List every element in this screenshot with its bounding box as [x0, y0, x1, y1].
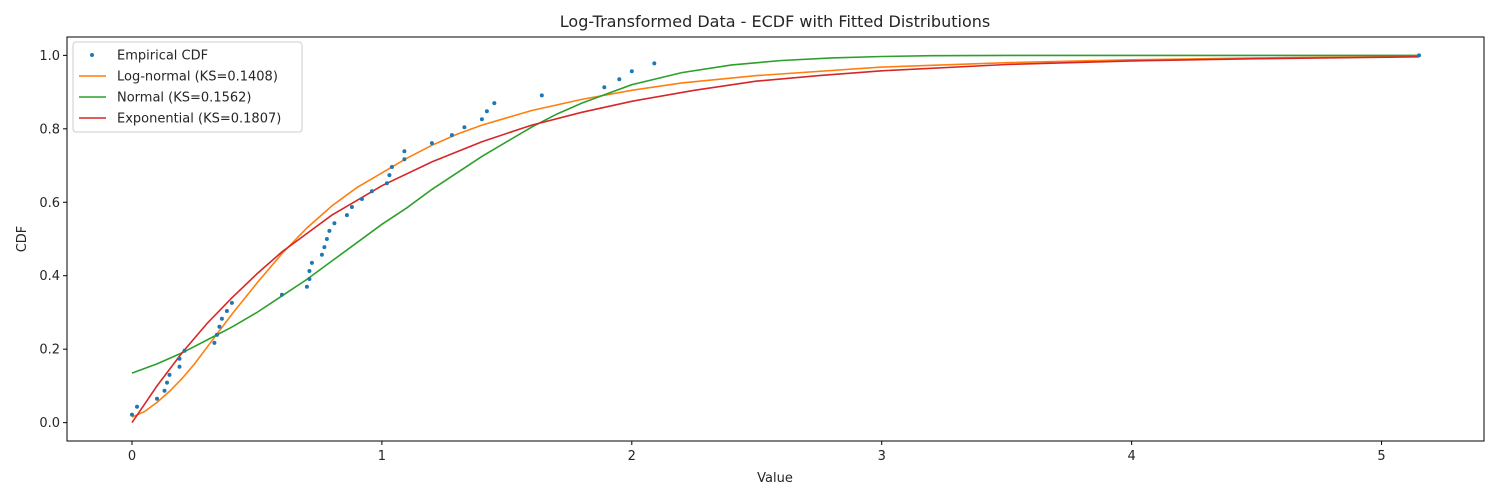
ecdf-point — [652, 61, 657, 66]
ecdf-point — [429, 141, 434, 146]
chart-title: Log-Transformed Data - ECDF with Fitted … — [560, 12, 990, 31]
ecdf-point — [217, 324, 222, 329]
x-tick-label: 4 — [1127, 449, 1135, 464]
x-tick-label: 5 — [1377, 449, 1385, 464]
ecdf-point — [319, 252, 324, 257]
ecdf-point — [449, 133, 454, 138]
ecdf-point — [387, 173, 392, 178]
ecdf-point — [539, 93, 544, 98]
x-tick-label: 3 — [878, 449, 886, 464]
y-tick-label: 0.8 — [39, 122, 60, 137]
ecdf-point — [1417, 53, 1421, 58]
ecdf-point — [402, 149, 407, 154]
legend-label: Log-normal (KS=0.1408) — [117, 70, 278, 85]
plot-frame — [66, 36, 1485, 442]
ecdf-point — [327, 228, 332, 233]
legend: Empirical CDF Log-normal (KS=0.1408) Norma… — [72, 41, 303, 133]
ecdf-point — [307, 269, 312, 273]
series-line-0 — [131, 55, 1420, 418]
ecdf-point — [617, 77, 622, 82]
ecdf-point — [279, 292, 284, 297]
series-line-2 — [131, 56, 1420, 424]
ecdf-point — [304, 284, 309, 289]
ecdf-point — [219, 316, 224, 321]
y-tick-label: 1.0 — [39, 49, 60, 64]
series-line-1 — [131, 54, 1419, 374]
ecdf-point — [602, 85, 607, 90]
ecdf-point — [402, 157, 407, 162]
ecdf-point — [629, 69, 634, 74]
ecdf-point — [349, 205, 354, 209]
ecdf-point — [130, 412, 134, 417]
ecdf-point — [165, 380, 169, 385]
x-axis: 0 1 2 3 4 5 — [128, 441, 1386, 464]
ecdf-point — [182, 348, 187, 353]
ecdf-point — [309, 260, 314, 265]
ecdf-point — [462, 125, 467, 130]
ecdf-point — [332, 221, 337, 226]
ecdf-point — [162, 388, 167, 393]
ecdf-point — [484, 109, 489, 114]
ecdf-point — [324, 237, 329, 241]
y-tick-label: 0.6 — [39, 196, 60, 211]
legend-box — [72, 41, 303, 133]
ecdf-point — [369, 189, 374, 194]
ecdf-point — [212, 340, 217, 345]
ecdf-point — [167, 372, 172, 377]
ecdf-point — [229, 300, 234, 305]
ecdf-point — [135, 404, 139, 409]
x-tick-label: 0 — [128, 449, 136, 464]
ecdf-point — [224, 309, 229, 313]
ecdf-point — [177, 364, 182, 369]
x-tick-label: 2 — [628, 449, 636, 464]
ecdf-point — [492, 101, 497, 106]
y-tick-label: 0.2 — [39, 343, 60, 358]
x-tick-label: 1 — [378, 449, 386, 464]
legend-label: Empirical CDF — [117, 49, 208, 64]
ecdf-point — [389, 165, 394, 169]
y-axis-label: CDF — [15, 226, 30, 253]
x-axis-label: Value — [757, 471, 793, 486]
ecdf-point — [322, 245, 327, 250]
ecdf-point — [155, 396, 159, 401]
legend-marker-points — [90, 53, 94, 57]
legend-label: Normal (KS=0.1562) — [117, 91, 251, 106]
y-tick-label: 0.0 — [39, 416, 60, 431]
ecdf-point — [359, 197, 364, 201]
ecdf-point — [177, 356, 182, 361]
ecdf-point — [344, 213, 349, 218]
legend-label: Exponential (KS=0.1807) — [117, 112, 281, 127]
ecdf-point — [479, 117, 484, 122]
ecdf-point — [307, 277, 312, 281]
ecdf-point — [384, 181, 389, 186]
ecdf-point — [214, 332, 219, 337]
y-tick-label: 0.4 — [39, 269, 60, 284]
y-axis: 0.0 0.2 0.4 0.6 0.8 1.0 — [39, 49, 67, 431]
